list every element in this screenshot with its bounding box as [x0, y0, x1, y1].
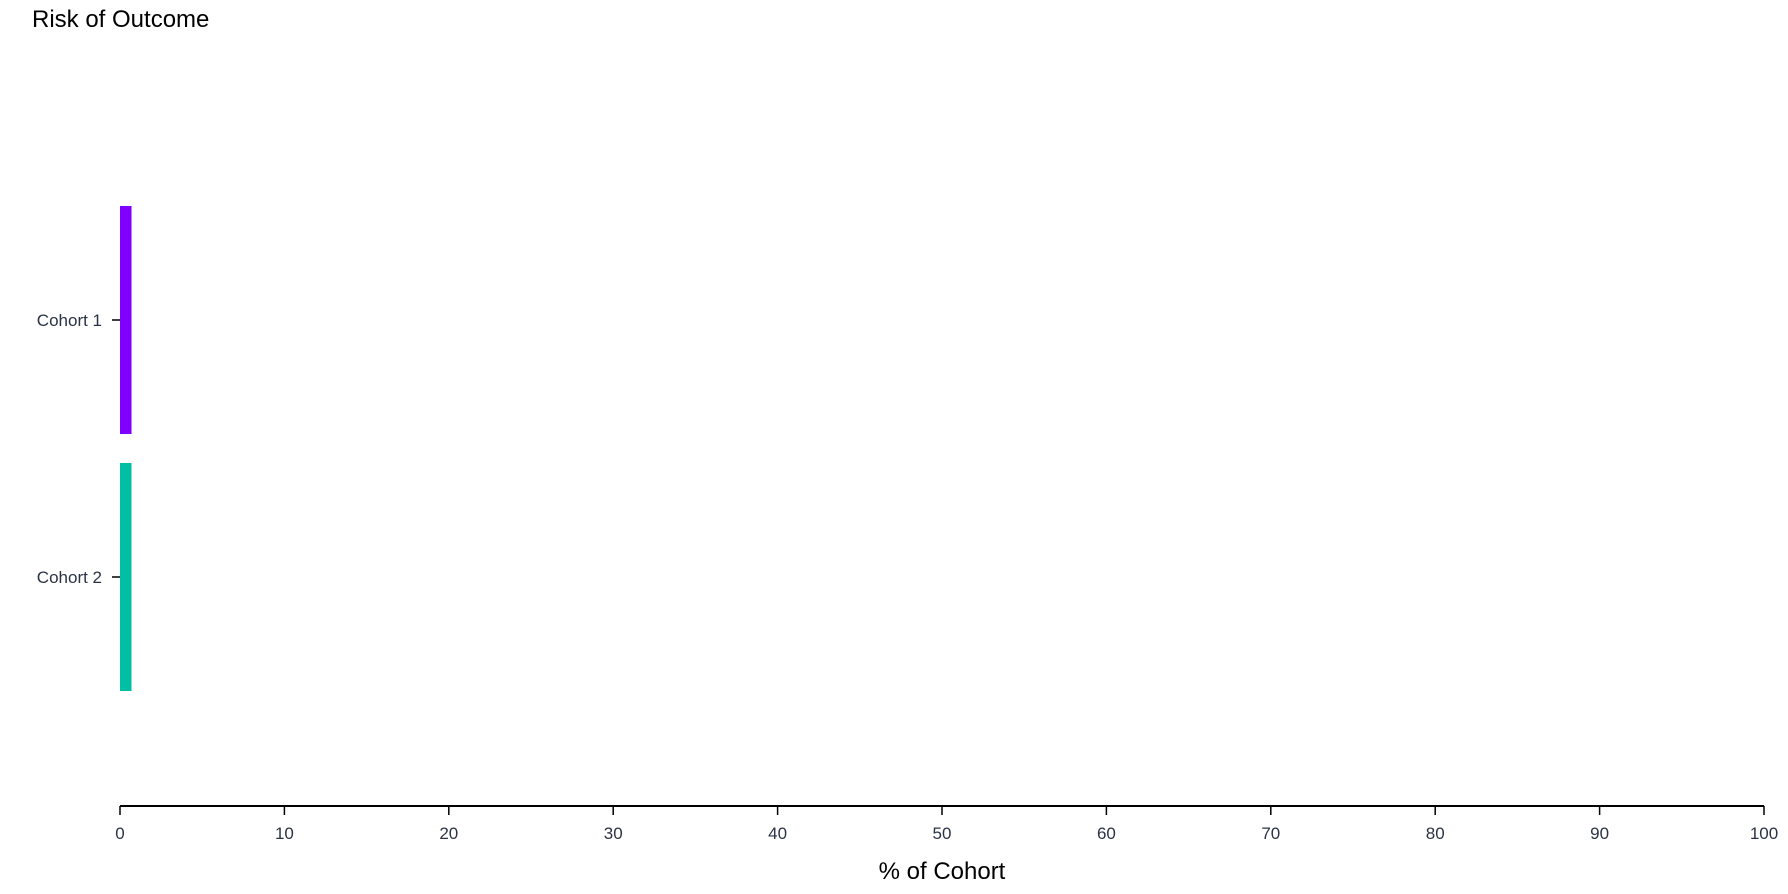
- x-tick-label: 90: [1590, 824, 1609, 843]
- chart-title: Risk of Outcome: [32, 6, 209, 33]
- x-tick-label: 70: [1261, 824, 1280, 843]
- y-tick-label: Cohort 1: [37, 311, 102, 330]
- x-tick-label: 100: [1750, 824, 1778, 843]
- bars-group: [120, 206, 132, 691]
- x-axis-label: % of Cohort: [879, 858, 1006, 885]
- x-tick-label: 0: [115, 824, 124, 843]
- y-axis: Cohort 1 Cohort 2: [37, 311, 120, 587]
- x-tick-label: 50: [933, 824, 952, 843]
- x-tick-label: 40: [768, 824, 787, 843]
- x-tick-label: 10: [275, 824, 294, 843]
- bar: [120, 463, 132, 691]
- x-axis: 0 10 20 30 40 50 60 70 80 90 100: [115, 805, 1778, 843]
- x-tick-label: 30: [604, 824, 623, 843]
- bar: [120, 206, 132, 434]
- x-tick-label: 20: [439, 824, 458, 843]
- y-tick-label: Cohort 2: [37, 568, 102, 587]
- x-tick-label: 60: [1097, 824, 1116, 843]
- x-tick-label: 80: [1426, 824, 1445, 843]
